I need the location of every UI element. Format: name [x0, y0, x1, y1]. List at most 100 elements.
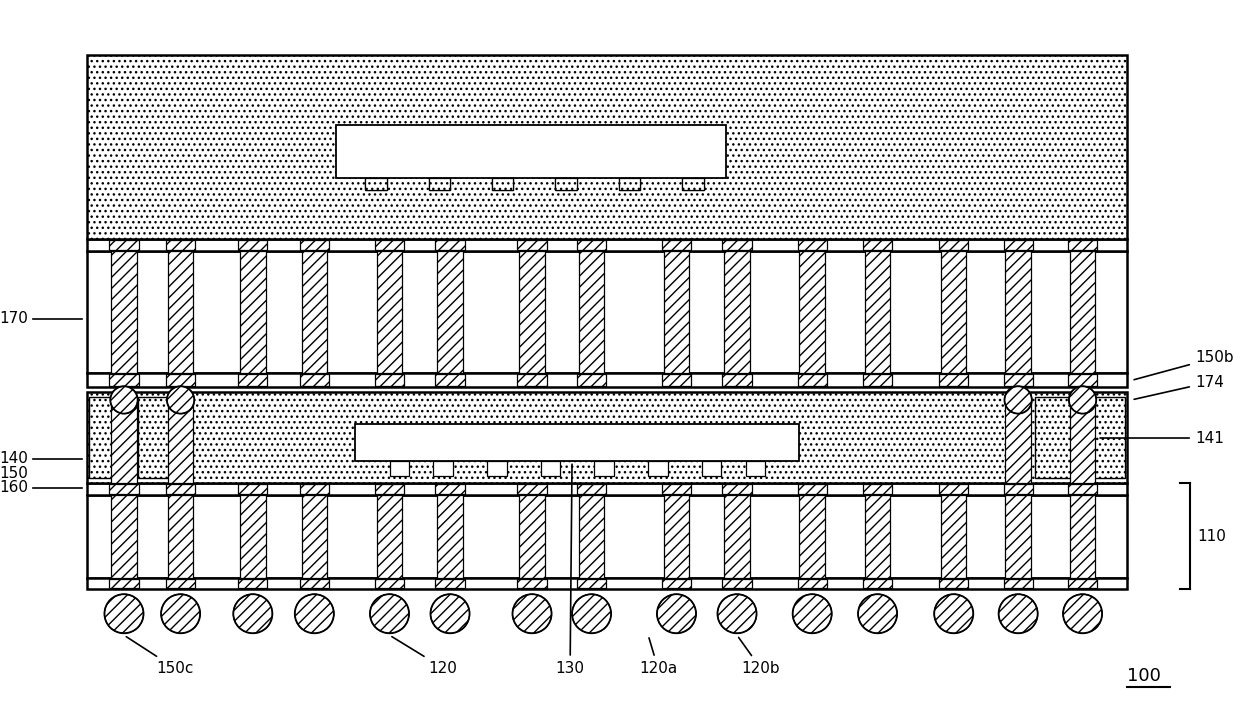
Bar [1070, 397, 1095, 483]
Bar [745, 461, 765, 476]
Bar [87, 373, 1126, 387]
Circle shape [104, 594, 144, 633]
Circle shape [167, 386, 195, 414]
Circle shape [657, 594, 696, 633]
Bar [487, 461, 507, 476]
Bar [238, 484, 268, 493]
Bar [662, 578, 691, 588]
Bar [797, 484, 827, 493]
Bar [166, 374, 195, 386]
Bar [579, 495, 604, 578]
Bar [166, 240, 195, 250]
Bar [87, 483, 1126, 495]
Bar [109, 578, 139, 588]
Bar [87, 578, 1126, 590]
Bar [1068, 374, 1097, 386]
Bar [167, 495, 193, 578]
Text: 150c: 150c [126, 637, 193, 676]
Bar [723, 484, 751, 493]
Bar [167, 397, 193, 483]
Bar [682, 178, 704, 190]
Text: 130: 130 [556, 464, 584, 676]
Bar [112, 397, 136, 483]
Bar [517, 240, 547, 250]
Bar [241, 495, 265, 578]
Bar [429, 178, 450, 190]
Bar [1003, 374, 1033, 386]
Circle shape [233, 594, 273, 633]
Bar [939, 374, 968, 386]
Bar [1068, 484, 1097, 493]
Bar [649, 461, 667, 476]
Bar [1006, 495, 1030, 578]
Bar [797, 578, 827, 588]
Bar [939, 578, 968, 588]
Bar [941, 495, 966, 578]
Bar [109, 374, 139, 386]
Bar [138, 397, 179, 478]
Bar [517, 484, 547, 493]
Bar [336, 125, 727, 178]
Bar [435, 578, 465, 588]
Bar [863, 484, 893, 493]
Bar [87, 495, 1126, 578]
Bar [702, 461, 722, 476]
Bar [167, 250, 193, 373]
Bar [520, 495, 544, 578]
Text: 120b: 120b [739, 637, 780, 676]
Bar [1084, 397, 1125, 478]
Bar [1003, 240, 1033, 250]
Circle shape [1063, 594, 1102, 633]
Text: 110: 110 [1198, 529, 1226, 544]
Bar [662, 484, 691, 493]
Bar [864, 495, 890, 578]
Circle shape [110, 386, 138, 414]
Circle shape [572, 594, 611, 633]
Bar [520, 250, 544, 373]
Bar [438, 495, 463, 578]
Bar [87, 250, 1126, 373]
Bar [662, 240, 691, 250]
Bar [1070, 495, 1095, 578]
Circle shape [1069, 386, 1096, 414]
Bar [1068, 578, 1097, 588]
Bar [438, 250, 463, 373]
Circle shape [858, 594, 897, 633]
Bar [556, 178, 577, 190]
Bar [241, 250, 265, 373]
Bar [434, 461, 453, 476]
Bar [238, 240, 268, 250]
Bar [166, 484, 195, 493]
Bar [663, 495, 689, 578]
Bar [1003, 484, 1033, 493]
Bar [300, 374, 329, 386]
Bar [435, 374, 465, 386]
Circle shape [512, 594, 552, 633]
Bar [377, 495, 402, 578]
Bar [577, 240, 606, 250]
Bar [1006, 250, 1030, 373]
Bar [374, 484, 404, 493]
Bar [577, 374, 606, 386]
Bar [365, 178, 387, 190]
Bar [374, 240, 404, 250]
Bar [662, 374, 691, 386]
Circle shape [998, 594, 1038, 633]
Circle shape [934, 594, 973, 633]
Bar [800, 495, 825, 578]
Bar [377, 250, 402, 373]
Bar [435, 240, 465, 250]
Bar [87, 239, 1126, 250]
Text: 120a: 120a [639, 638, 677, 676]
Bar [797, 374, 827, 386]
Bar [517, 374, 547, 386]
Bar [577, 484, 606, 493]
Bar [238, 374, 268, 386]
Bar [300, 240, 329, 250]
Circle shape [430, 594, 470, 633]
Bar [112, 495, 136, 578]
Circle shape [718, 594, 756, 633]
Bar [89, 397, 130, 478]
Bar [724, 495, 750, 578]
Bar [724, 250, 750, 373]
